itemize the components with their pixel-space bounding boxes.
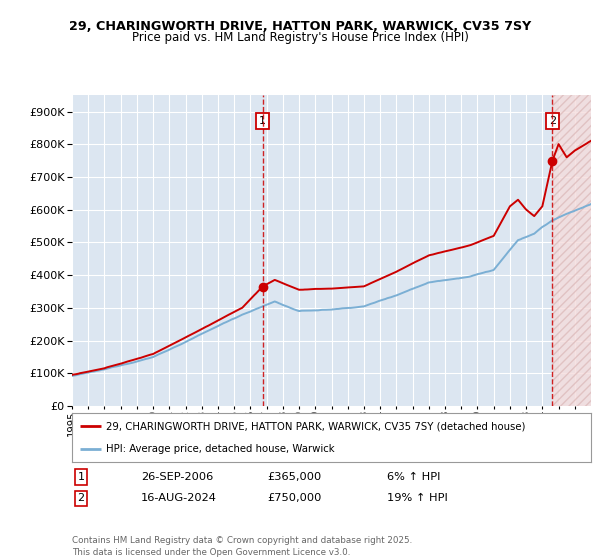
Text: 1: 1 [77, 472, 85, 482]
Bar [553, 95, 591, 406]
Text: 6% ↑ HPI: 6% ↑ HPI [387, 472, 440, 482]
Text: Contains HM Land Registry data © Crown copyright and database right 2025.
This d: Contains HM Land Registry data © Crown c… [72, 536, 412, 557]
Text: 16-AUG-2024: 16-AUG-2024 [141, 493, 217, 503]
Text: £750,000: £750,000 [267, 493, 322, 503]
Text: 19% ↑ HPI: 19% ↑ HPI [387, 493, 448, 503]
Text: 26-SEP-2006: 26-SEP-2006 [141, 472, 213, 482]
Text: 29, CHARINGWORTH DRIVE, HATTON PARK, WARWICK, CV35 7SY (detached house): 29, CHARINGWORTH DRIVE, HATTON PARK, WAR… [106, 421, 525, 431]
Text: 2: 2 [549, 116, 556, 127]
Text: HPI: Average price, detached house, Warwick: HPI: Average price, detached house, Warw… [106, 444, 334, 454]
Text: Price paid vs. HM Land Registry's House Price Index (HPI): Price paid vs. HM Land Registry's House … [131, 31, 469, 44]
Text: 1: 1 [259, 116, 266, 127]
Text: £365,000: £365,000 [267, 472, 321, 482]
Text: 29, CHARINGWORTH DRIVE, HATTON PARK, WARWICK, CV35 7SY: 29, CHARINGWORTH DRIVE, HATTON PARK, WAR… [69, 20, 531, 32]
Text: 2: 2 [77, 493, 85, 503]
